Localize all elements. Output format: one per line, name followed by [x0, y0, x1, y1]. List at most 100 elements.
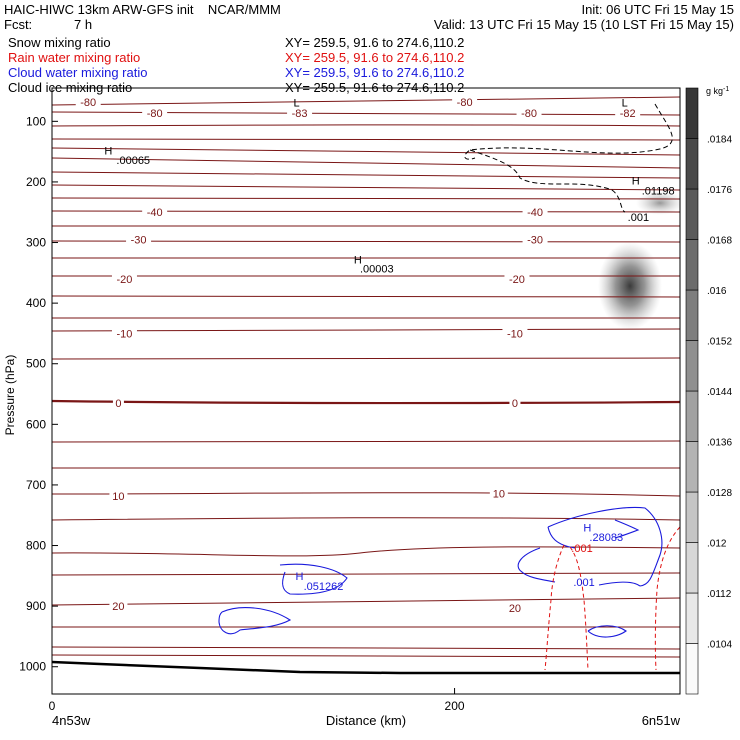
cloud-ice-contour	[469, 149, 626, 213]
temperature-contour	[52, 399, 680, 405]
temperature-contour	[52, 440, 680, 443]
colorbar-tick-label: .0104	[707, 640, 732, 651]
y-tick-label: 600	[26, 417, 46, 431]
isotherm-label-bg	[111, 327, 137, 340]
temperature-contour	[52, 654, 680, 658]
cloud-water-contour	[218, 607, 292, 635]
cloud-ice-max-shading	[598, 242, 662, 330]
isotherm-label-bg	[516, 106, 542, 119]
isotherm-label: -30	[527, 235, 543, 247]
isotherm-label-bg	[509, 397, 521, 410]
colorbar-swatch	[685, 390, 699, 442]
cloud-ice-contour	[464, 103, 673, 160]
cloud-water-contour	[587, 625, 627, 638]
isotherm-label: -80	[147, 108, 163, 120]
temperature-contour	[52, 138, 680, 141]
temperature-contour	[52, 546, 680, 557]
model-title: HAIC-HIWC 13km ARW-GFS init NCAR/MMM	[4, 2, 281, 17]
isotherm-label-bg	[504, 272, 530, 285]
colorbar-tick-label: .0112	[707, 589, 732, 600]
temperature-contour	[52, 96, 680, 106]
colorbar-swatch	[685, 138, 699, 190]
cloudwater-field-xy: XY= 259.5, 91.6 to 274.6,110.2	[285, 65, 465, 80]
x-tick-label: 200	[445, 699, 465, 713]
y-tick-label: 300	[26, 236, 46, 250]
isotherm-label-bg	[111, 272, 137, 285]
field-extremum-label: H	[583, 522, 591, 534]
y-tick-label: 900	[26, 599, 46, 613]
fcst-value: 7 h	[74, 17, 93, 32]
rain-water-contour	[654, 526, 680, 671]
colorbar-tick-label: .0168	[707, 236, 732, 247]
terrain-surface	[52, 660, 680, 675]
colorbar-tick-label: .0144	[707, 387, 732, 398]
isotherm-label: -10	[117, 328, 133, 340]
isotherm-label: -40	[147, 207, 163, 219]
field-extremum-label: .28083	[589, 532, 623, 544]
y-tick-label: 1000	[19, 660, 46, 674]
isotherm-label: -40	[527, 207, 543, 219]
field-extremum-label: .00065	[116, 155, 150, 167]
cloud-water-contour	[279, 563, 348, 595]
field-extremum-label: H	[632, 176, 640, 188]
isotherm-label: -83	[292, 108, 308, 120]
isotherm-label: -20	[117, 274, 133, 286]
isotherm-label: -10	[507, 328, 523, 340]
isotherm-label: 0	[115, 398, 121, 410]
field-extremum-label: L	[622, 98, 628, 110]
cloud-water-contour	[517, 547, 556, 583]
colorbar-tick-label: .0136	[707, 438, 732, 449]
isotherm-label-bg	[112, 397, 124, 410]
colorbar-swatch	[685, 542, 699, 594]
temperature-contour	[52, 210, 680, 213]
y-tick-label: 500	[26, 357, 46, 371]
cloud-ice-upper-shading	[636, 191, 680, 215]
snow-field-name: Snow mixing ratio	[8, 35, 111, 50]
temperature-contour	[52, 197, 680, 200]
x-axis-title: Distance (km)	[326, 713, 406, 728]
temperature-contour	[52, 646, 680, 650]
isotherm-label: 20	[509, 603, 521, 615]
temperature-contour	[52, 517, 680, 521]
rain-water-contour	[569, 546, 589, 671]
isotherm-label-bg	[452, 95, 478, 108]
field-extremum-label: .001	[573, 577, 594, 589]
colorbar-tick-label: .016	[707, 286, 727, 297]
colorbar-swatch	[685, 643, 699, 695]
field-extremum-label: .051262	[304, 581, 344, 593]
field-extremum-label: .001	[628, 212, 649, 224]
fcst-label: Fcst:	[4, 17, 33, 32]
y-tick-label: 200	[26, 175, 46, 189]
cloud-water-contour	[614, 519, 640, 539]
isotherm-label-bg	[287, 106, 313, 119]
isotherm-label-bg	[502, 327, 528, 340]
cloud-water-contour	[598, 581, 641, 587]
temperature-contour	[52, 572, 680, 576]
valid-time: Valid: 13 UTC Fri 15 May 15 (10 LST Fri …	[433, 17, 734, 32]
isotherm-label: -80	[80, 97, 96, 109]
colorbar-swatch	[685, 188, 699, 240]
y-tick-label: 800	[26, 539, 46, 553]
y-tick-label: 400	[26, 296, 46, 310]
isotherm-label: -30	[131, 235, 147, 247]
isotherm-label-bg	[615, 106, 641, 119]
colorbar-tick-label: .012	[707, 539, 727, 550]
colorbar-swatch	[685, 441, 699, 493]
colorbar-swatch	[685, 592, 699, 644]
isotherm-label: -80	[457, 97, 473, 109]
colorbar-tick-label: .0184	[707, 135, 732, 146]
rain-field-name: Rain water mixing ratio	[8, 50, 141, 65]
isotherm-label: 20	[112, 601, 124, 613]
plot-frame	[51, 87, 681, 695]
temperature-contour	[52, 597, 680, 606]
cloudwater-field-name: Cloud water mixing ratio	[8, 65, 148, 80]
isotherm-label-bg	[142, 106, 168, 119]
temperature-contour	[52, 328, 680, 332]
colorbar-swatch	[685, 289, 699, 341]
field-extremum-label: .001	[571, 543, 592, 555]
cloud-water-contour	[547, 506, 663, 587]
isotherm-label-bg	[522, 233, 548, 246]
temperature-contour	[52, 492, 680, 497]
colorbar-swatch	[685, 340, 699, 392]
